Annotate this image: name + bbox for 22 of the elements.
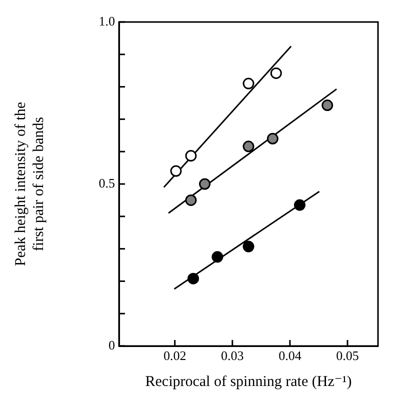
point [270, 67, 282, 79]
x-axis-title: Reciprocal of spinning rate (Hz⁻¹) [145, 374, 352, 390]
point [199, 178, 211, 190]
x-tick-label: 0.02 [163, 348, 186, 364]
y-tick-label: 1.0 [98, 13, 115, 28]
point [185, 150, 197, 162]
point [242, 78, 254, 90]
x-tick-label: 0.04 [278, 348, 302, 364]
x-tick-label: 0.03 [221, 348, 244, 364]
point [294, 199, 306, 211]
x-tick-label: 0.05 [336, 348, 359, 364]
y-tick-label: 0.5 [98, 175, 115, 190]
point [212, 251, 224, 263]
point [187, 272, 199, 284]
point [185, 194, 197, 206]
point [242, 240, 254, 252]
point [242, 140, 254, 152]
point [322, 100, 334, 112]
y-axis-title: Peak height intensity of the first pair of side bands [12, 102, 47, 266]
point [170, 165, 182, 177]
y-tick-label: 0 [108, 337, 115, 352]
point [266, 132, 278, 144]
